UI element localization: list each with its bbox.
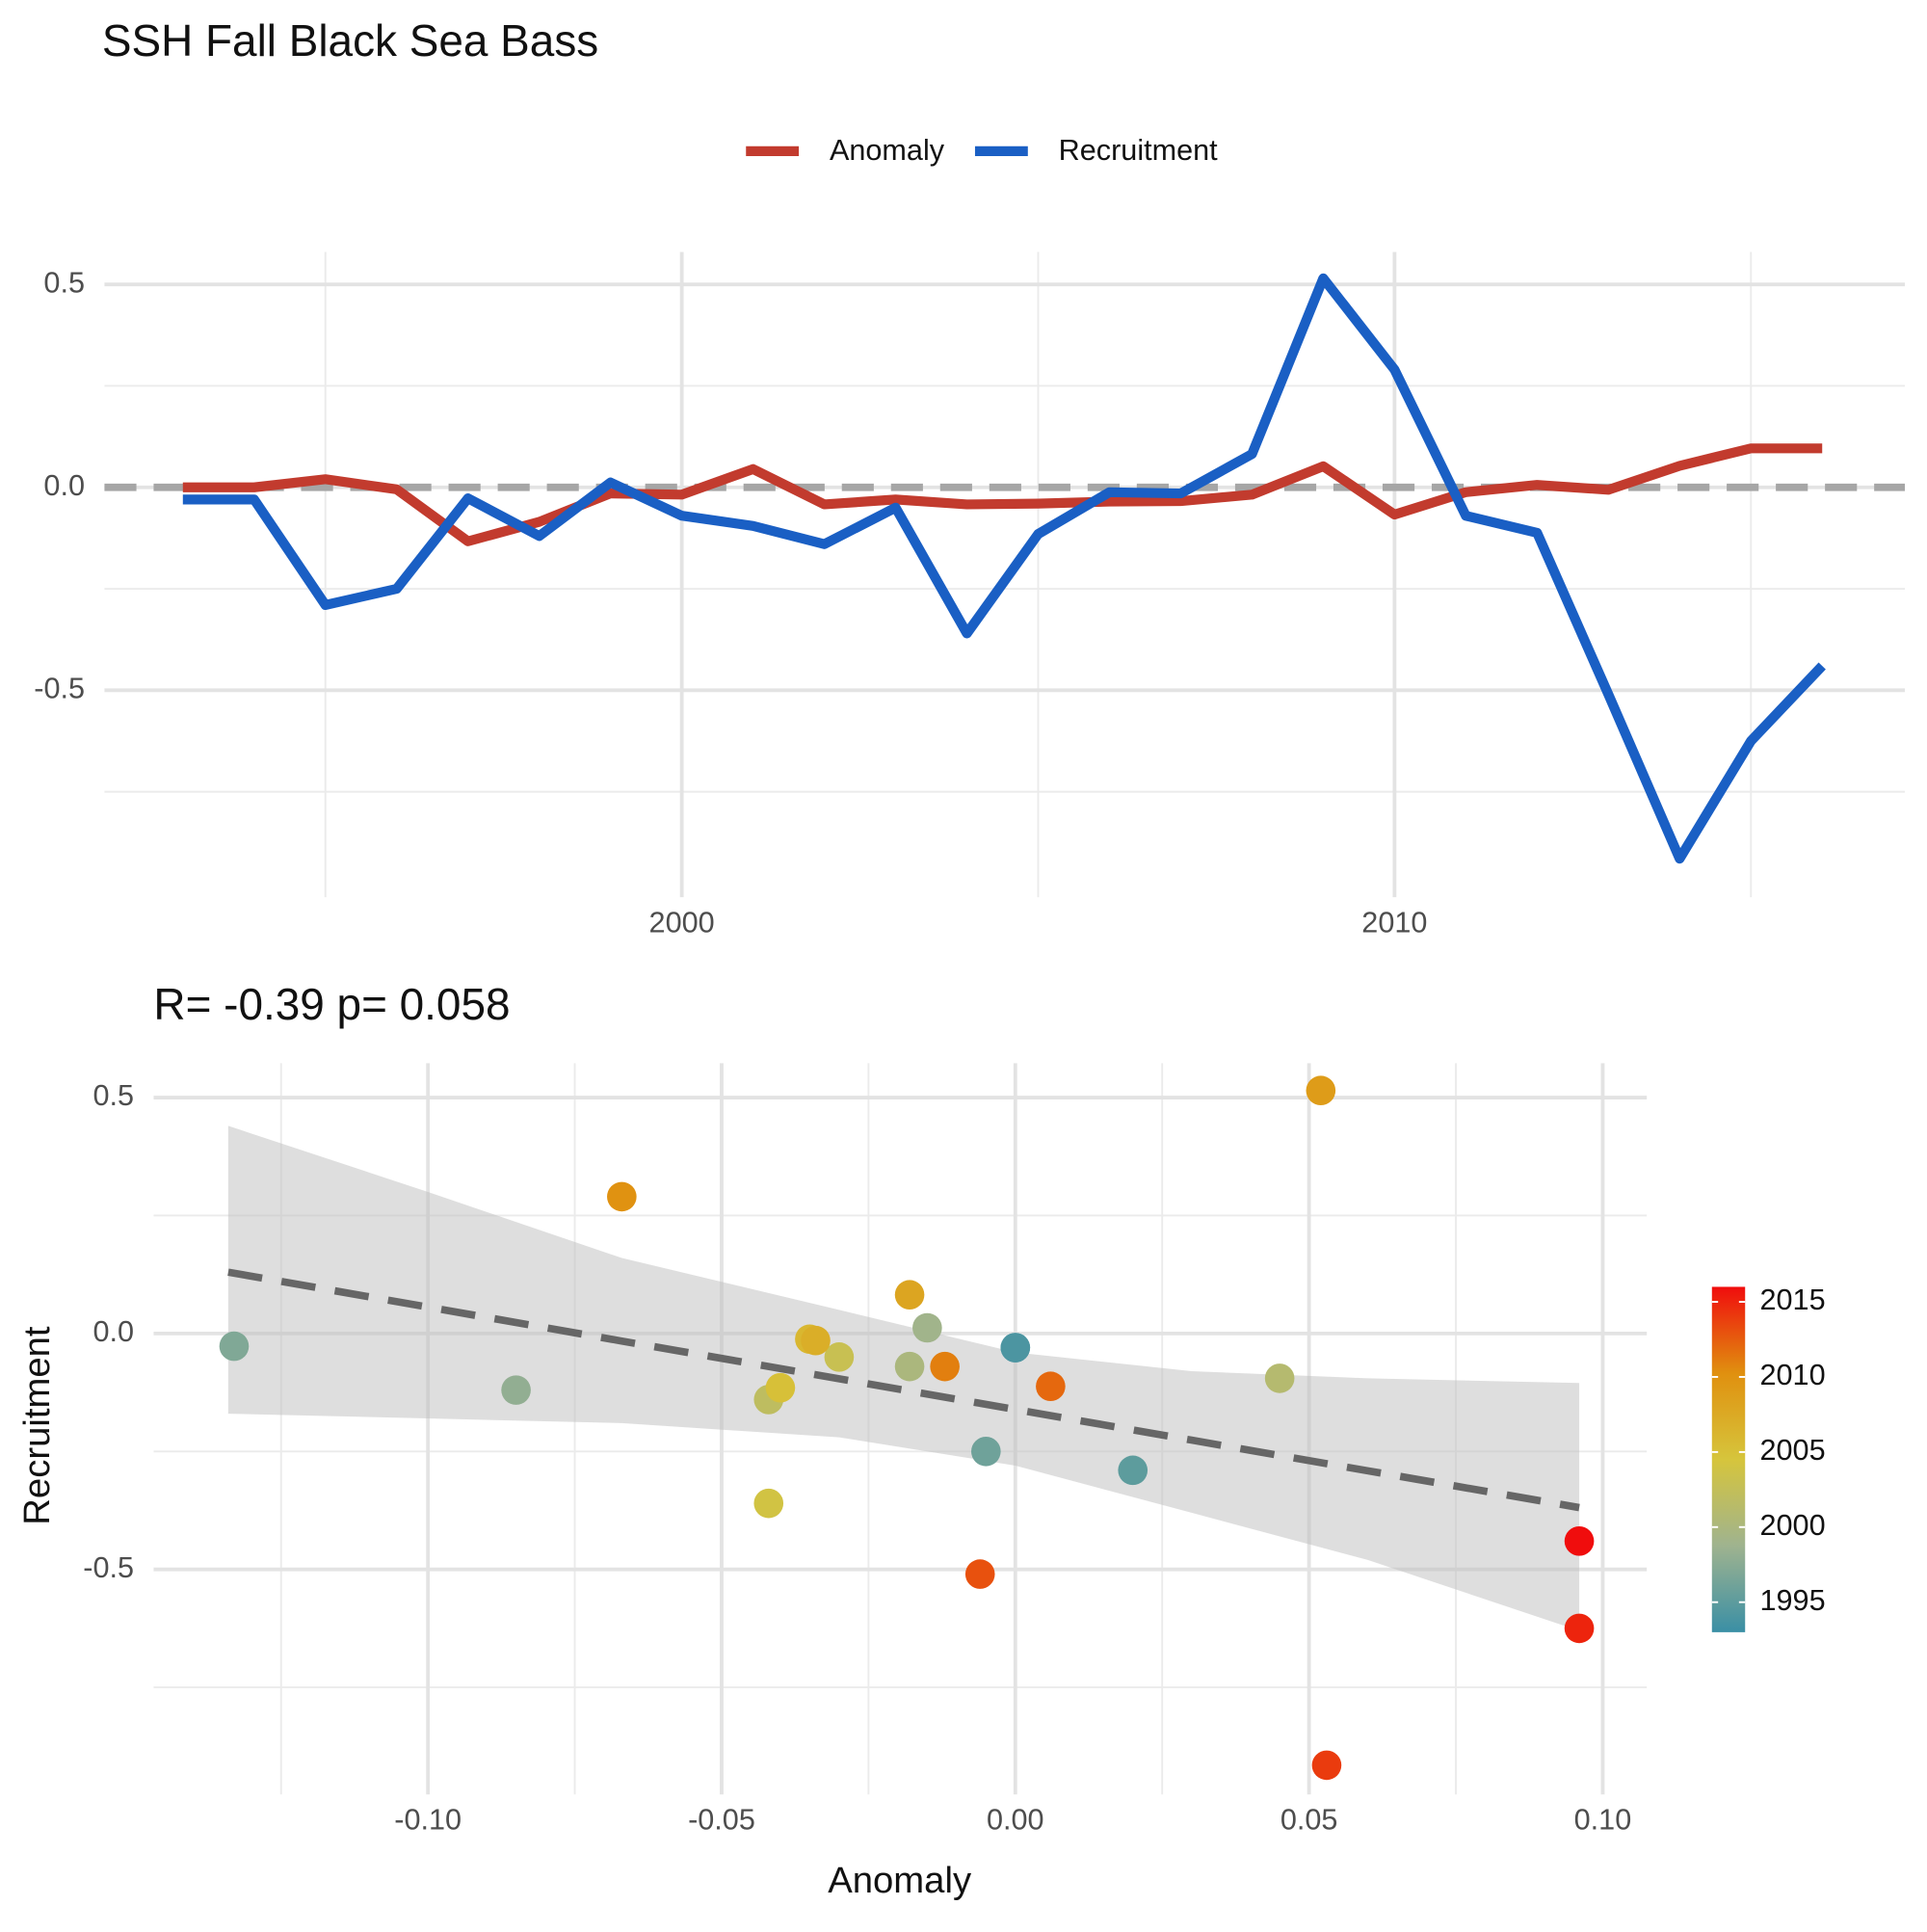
legend-label: Anomaly [830, 134, 945, 167]
colorbar [1711, 1286, 1746, 1632]
fit-line [227, 1268, 1580, 1512]
series-line [182, 443, 1823, 546]
point [971, 1436, 1001, 1467]
point [1000, 1333, 1031, 1363]
x-tick-label: 2010 [1361, 906, 1427, 939]
point [501, 1375, 531, 1405]
chart-title: SSH Fall Black Sea Bass [102, 15, 598, 66]
x-tick-label: 0.10 [1574, 1803, 1632, 1836]
y-tick-label: 0.5 [43, 266, 85, 299]
series-line [182, 273, 1826, 864]
colorbar-label: 2000 [1760, 1509, 1826, 1542]
colorbar-label: 2015 [1760, 1284, 1826, 1316]
point [753, 1488, 784, 1519]
point [1564, 1526, 1595, 1556]
x-tick-label: -0.10 [394, 1803, 462, 1836]
colorbar-label: 2005 [1760, 1434, 1826, 1467]
y-tick-label: 0.5 [92, 1079, 134, 1112]
point [1564, 1613, 1595, 1644]
point [1118, 1455, 1148, 1486]
y-tick-label: 0.0 [92, 1315, 134, 1348]
point [912, 1312, 942, 1343]
point [1311, 1750, 1342, 1781]
point [607, 1181, 637, 1212]
point [1264, 1363, 1295, 1393]
y-axis-title: Recruitment [16, 1326, 58, 1525]
x-tick-label: 0.00 [987, 1803, 1044, 1836]
colorbar-label: 1995 [1760, 1584, 1826, 1617]
x-axis-title: Anomaly [828, 1860, 972, 1901]
y-tick-label: -0.5 [34, 672, 85, 704]
y-tick-label: -0.5 [83, 1551, 134, 1584]
point [765, 1372, 796, 1403]
scatter-title: R= -0.39 p= 0.058 [153, 979, 510, 1029]
point [930, 1351, 960, 1382]
point [824, 1342, 855, 1372]
y-tick-label: 0.0 [43, 469, 85, 502]
point [894, 1351, 925, 1382]
point [1306, 1075, 1336, 1106]
point [894, 1280, 925, 1310]
point [801, 1325, 831, 1356]
point [964, 1559, 995, 1589]
x-tick-label: 0.05 [1280, 1803, 1338, 1836]
point [219, 1331, 250, 1362]
legend-label: Recruitment [1059, 134, 1218, 167]
colorbar-label: 2010 [1760, 1359, 1826, 1391]
x-tick-label: -0.05 [688, 1803, 755, 1836]
point [1036, 1371, 1066, 1402]
x-tick-label: 2000 [649, 906, 715, 939]
